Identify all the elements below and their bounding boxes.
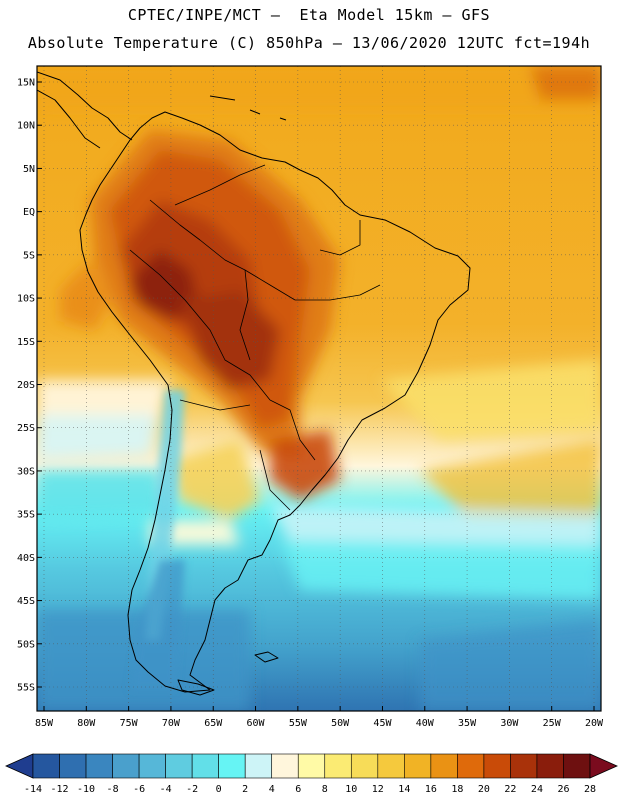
colorbar-swatch bbox=[32, 753, 60, 779]
longitude-label: 25W bbox=[543, 718, 562, 729]
colorbar-swatch bbox=[59, 753, 87, 779]
temperature-field bbox=[37, 66, 601, 711]
colorbar-label: 8 bbox=[322, 784, 328, 795]
longitude-label: 65W bbox=[204, 718, 223, 729]
latitude-label: 5S bbox=[23, 250, 35, 261]
latitude-labels: 15N 10N 5N EQ 5S 10S 15S 20S 25S 30S 35S 40S 45S 50S 5… bbox=[17, 78, 42, 694]
longitude-label: 20W bbox=[585, 718, 604, 729]
ocean-bands bbox=[37, 66, 601, 711]
longitude-label: 75W bbox=[120, 718, 139, 729]
colorbar-swatch bbox=[191, 753, 219, 779]
longitude-label: 45W bbox=[373, 718, 392, 729]
longitude-label: 30W bbox=[500, 718, 519, 729]
colorbar-swatch bbox=[138, 753, 166, 779]
colorbar-swatch bbox=[112, 753, 140, 779]
colorbar-label: -6 bbox=[133, 784, 145, 795]
colorbar-label: 4 bbox=[269, 784, 275, 795]
colorbar-swatch bbox=[324, 753, 352, 779]
colorbar-label: 28 bbox=[584, 784, 596, 795]
colorbar-swatch bbox=[218, 753, 246, 779]
colorbar-label: 10 bbox=[345, 784, 357, 795]
colorbar-swatch bbox=[350, 753, 379, 779]
central-america-coast bbox=[37, 71, 133, 149]
colorbar-label: 20 bbox=[478, 784, 490, 795]
latitude-label: 5N bbox=[23, 164, 35, 175]
colorbar-label: -8 bbox=[107, 784, 119, 795]
colorbar-label: -4 bbox=[160, 784, 172, 795]
latitude-label: 10S bbox=[17, 294, 35, 305]
caribbean-islands bbox=[209, 95, 287, 121]
colorbar-label: 18 bbox=[451, 784, 463, 795]
colorbar-arrow-high bbox=[589, 753, 618, 779]
colorbar-swatch bbox=[404, 753, 432, 779]
colorbar-swatch bbox=[510, 753, 538, 779]
colorbar-swatch bbox=[85, 753, 113, 779]
colorbar-label: 0 bbox=[216, 784, 222, 795]
latitude-label: 40S bbox=[17, 553, 35, 564]
longitude-labels: 85W 80W 75W 70W 65W 60W 55W 50W 45W 40W 35W 30W 25W 2… bbox=[35, 706, 604, 729]
colorbar-label: -12 bbox=[50, 784, 68, 795]
latitude-label: 20S bbox=[17, 380, 35, 391]
longitude-label: 70W bbox=[162, 718, 181, 729]
country-borders bbox=[129, 164, 381, 511]
latitude-label: 15S bbox=[17, 337, 35, 348]
latitude-label: 45S bbox=[17, 596, 35, 607]
colorbar-label: 22 bbox=[504, 784, 516, 795]
longitude-label: 55W bbox=[289, 718, 308, 729]
longitude-label: 35W bbox=[458, 718, 477, 729]
tierra-del-fuego bbox=[177, 679, 215, 696]
south-america-coast bbox=[79, 111, 471, 693]
falkland-islands bbox=[254, 651, 279, 663]
colorbar-swatch bbox=[563, 753, 591, 779]
coastlines bbox=[37, 71, 471, 696]
colorbar-label: -10 bbox=[77, 784, 95, 795]
latitude-label: 10N bbox=[17, 121, 35, 132]
map-frame bbox=[36, 65, 602, 712]
map-title-line-2: Absolute Temperature (C) 850hPa – 13/06/… bbox=[27, 34, 591, 52]
latitude-label: 30S bbox=[17, 466, 35, 477]
colorbar-label: 2 bbox=[242, 784, 248, 795]
colorbar-label: 24 bbox=[531, 784, 543, 795]
colorbar-swatch bbox=[271, 753, 299, 779]
latitude-label: 35S bbox=[17, 510, 35, 521]
longitude-label: 85W bbox=[35, 718, 54, 729]
colorbar-label: 6 bbox=[295, 784, 301, 795]
latitude-label: EQ bbox=[23, 207, 35, 218]
longitude-label: 60W bbox=[247, 718, 266, 729]
colorbar-swatch bbox=[244, 753, 273, 779]
colorbar-label: 16 bbox=[425, 784, 437, 795]
colorbar-swatch bbox=[483, 753, 511, 779]
latitude-label: 25S bbox=[17, 423, 35, 434]
colorbar-labels: -14 -12 -10 -8 -6 -4 -2 0 2 4 6 8 10 12 14 16 18 20 22 24 26… bbox=[24, 784, 596, 795]
latitude-label: 50S bbox=[17, 639, 35, 650]
colorbar-swatch bbox=[377, 753, 405, 779]
colorbar-label: 26 bbox=[557, 784, 569, 795]
map-title-line-1: CPTEC/INPE/MCT – Eta Model 15km – GFS bbox=[127, 6, 491, 24]
latitude-label: 55S bbox=[17, 683, 35, 694]
continental-heat bbox=[60, 130, 340, 545]
latitude-label: 15N bbox=[17, 78, 35, 89]
colorbar-swatch bbox=[430, 753, 458, 779]
longitude-label: 50W bbox=[331, 718, 350, 729]
colorbar-swatch bbox=[457, 753, 485, 779]
longitude-label: 80W bbox=[77, 718, 96, 729]
colorbar-label: -2 bbox=[186, 784, 198, 795]
colorbar-label: 14 bbox=[398, 784, 410, 795]
colorbar-swatch bbox=[536, 753, 564, 779]
colorbar-swatch bbox=[165, 753, 193, 779]
colorbar-swatch bbox=[297, 753, 326, 779]
colorbar-arrow-low bbox=[5, 753, 34, 779]
colorbar-label: -14 bbox=[24, 784, 42, 795]
colorbar bbox=[5, 753, 618, 779]
longitude-label: 40W bbox=[416, 718, 435, 729]
andes-cold bbox=[130, 390, 185, 690]
colorbar-label: 12 bbox=[372, 784, 384, 795]
